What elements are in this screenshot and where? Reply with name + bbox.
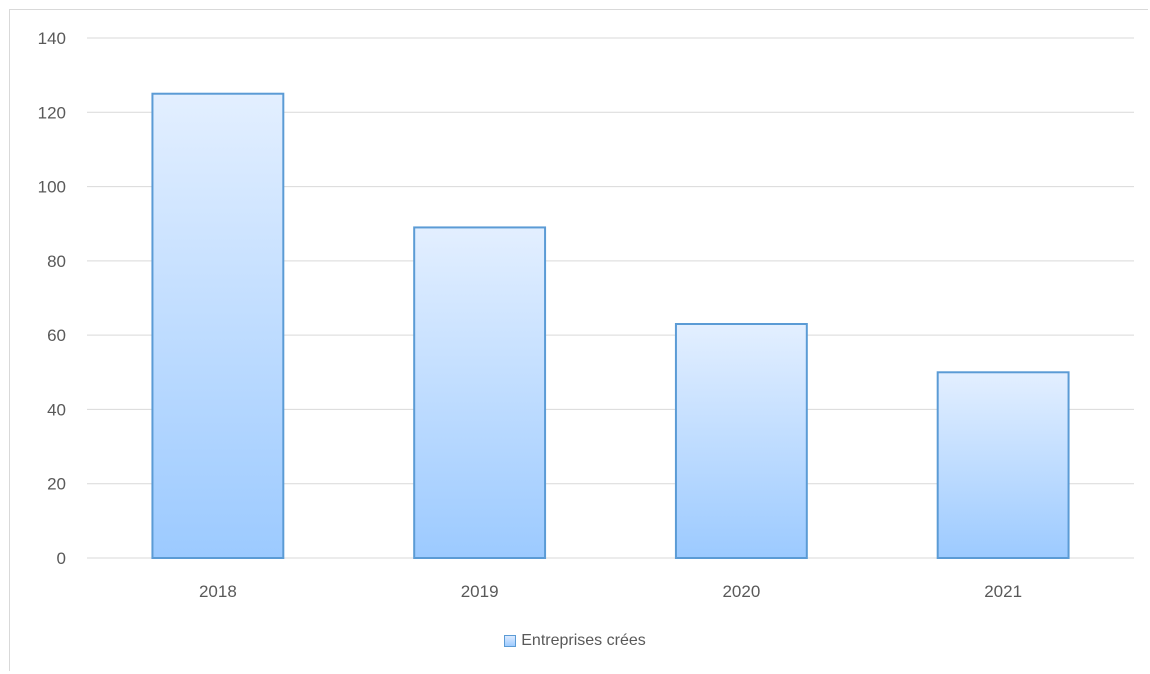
y-tick-label: 20 <box>47 475 66 494</box>
bar-2019 <box>413 226 547 560</box>
y-tick-label: 100 <box>38 178 66 197</box>
y-tick-label: 120 <box>38 103 66 122</box>
y-axis: 0 20 40 60 80 100 120 140 <box>38 29 66 568</box>
legend: Entreprises crées <box>0 632 1150 652</box>
legend-item: Entreprises crées <box>504 632 646 650</box>
bars <box>151 92 1070 560</box>
legend-swatch-icon <box>504 635 517 647</box>
legend-label: Entreprises crées <box>521 632 646 649</box>
x-tick-label: 2021 <box>984 582 1022 601</box>
bar-2021 <box>936 371 1070 559</box>
y-tick-label: 40 <box>47 400 66 419</box>
y-tick-label: 80 <box>47 252 66 271</box>
bar-2018 <box>151 92 285 559</box>
x-axis: 2018 2019 2020 2021 <box>199 582 1022 601</box>
x-tick-label: 2019 <box>461 582 499 601</box>
x-tick-label: 2020 <box>722 582 760 601</box>
y-tick-label: 140 <box>38 29 66 48</box>
y-tick-label: 0 <box>57 549 66 568</box>
bar-2020 <box>674 323 808 559</box>
x-tick-label: 2018 <box>199 582 237 601</box>
y-tick-label: 60 <box>47 326 66 345</box>
